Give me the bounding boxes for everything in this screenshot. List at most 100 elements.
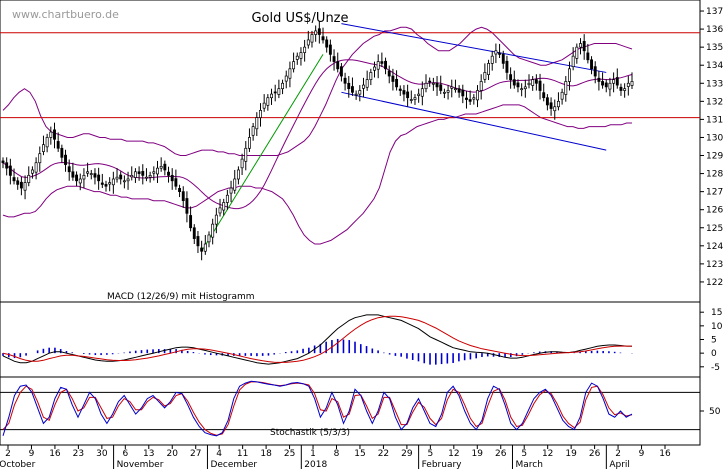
candle-body <box>380 61 384 64</box>
price-tick-label: 1360 <box>706 25 723 35</box>
stochastic-panel <box>0 380 700 437</box>
uptrend-line <box>201 54 324 252</box>
candle-body <box>501 54 505 64</box>
bollinger-bands <box>2 26 633 245</box>
candle-body <box>483 72 487 80</box>
candle-body <box>292 61 296 70</box>
candle-body <box>38 153 42 164</box>
date-tick-label: 9 <box>639 449 645 459</box>
macd-tick-label: 0 <box>711 349 717 359</box>
stoch-k-line <box>2 380 633 437</box>
date-tick-label: 5 <box>427 449 433 459</box>
candle-body <box>369 72 373 81</box>
month-label: November <box>117 460 164 469</box>
candle-body <box>97 174 101 182</box>
candle-body <box>23 182 27 191</box>
price-tick-label: 1260 <box>706 206 723 216</box>
date-tick-label: 4 <box>216 449 222 459</box>
candle-body <box>328 44 332 55</box>
candle-body <box>8 165 12 176</box>
candle-body <box>89 173 93 175</box>
price-tick-label: 1330 <box>706 79 723 89</box>
candle-body <box>560 91 564 100</box>
date-tick-label: 19 <box>565 449 577 459</box>
candle-body <box>549 102 553 109</box>
date-tick-label: 13 <box>143 449 154 459</box>
candle-body <box>398 88 402 91</box>
month-label: October <box>0 460 36 469</box>
candle-body <box>465 97 468 100</box>
candle-body <box>277 88 281 95</box>
date-tick-label: 2 <box>615 449 621 459</box>
date-tick-label: 2 <box>5 449 11 459</box>
candle-body <box>100 182 104 185</box>
macd-tick-label: 10 <box>711 322 723 332</box>
candle-body <box>568 68 571 82</box>
candle-body <box>148 175 152 178</box>
candle-body <box>332 56 336 62</box>
candle-body <box>174 178 178 187</box>
candle-body <box>409 99 413 101</box>
candle-body <box>402 90 406 95</box>
candle-body <box>630 81 634 86</box>
candle-body <box>453 88 457 91</box>
stochastic-axis: 50 <box>700 407 721 417</box>
candle-body <box>111 178 115 186</box>
candle-body <box>306 39 310 46</box>
candle-body <box>317 28 321 35</box>
candle-body <box>284 75 288 82</box>
price-tick-label: 1310 <box>706 115 723 125</box>
candle-body <box>487 63 490 75</box>
date-tick-label: 16 <box>659 449 671 459</box>
date-tick-label: 18 <box>260 449 272 459</box>
candle-body <box>5 162 9 169</box>
candle-body <box>520 88 524 91</box>
date-tick-label: 12 <box>542 449 553 459</box>
candle-body <box>575 46 579 59</box>
candle-body <box>303 46 307 53</box>
candle-body <box>512 79 516 86</box>
candle-body <box>534 79 538 84</box>
candle-body <box>406 91 410 99</box>
macd-axis: 15 10 5 0 -5 <box>700 308 723 373</box>
candle-body <box>556 100 560 108</box>
candle-body <box>490 55 494 64</box>
date-tick-label: 11 <box>237 449 248 459</box>
month-label: February <box>422 460 463 469</box>
price-tick-label: 1220 <box>706 278 723 288</box>
candle-body <box>262 102 266 109</box>
candle-body <box>295 55 299 60</box>
candle-body <box>571 55 575 68</box>
candle-body <box>266 97 270 106</box>
candle-body <box>240 158 244 169</box>
candle-body <box>615 77 619 86</box>
candle-body <box>137 171 141 174</box>
candle-body <box>251 126 255 136</box>
candle-body <box>321 36 325 41</box>
macd-signal-line <box>2 315 632 363</box>
candle-body <box>152 171 156 174</box>
candle-body <box>115 176 119 180</box>
candle-body <box>597 77 601 82</box>
candle-body <box>461 89 465 97</box>
candle-body <box>336 61 340 70</box>
candle-body <box>225 194 229 203</box>
price-tick-label: 1250 <box>706 224 723 234</box>
date-tick-label: 12 <box>448 449 459 459</box>
candle-body <box>181 191 185 202</box>
candle-body <box>56 141 60 149</box>
candle-body <box>365 79 369 88</box>
date-tick-label: 26 <box>589 449 601 459</box>
candle-body <box>19 181 23 189</box>
candle-body <box>608 82 612 90</box>
candle-body <box>156 167 159 175</box>
price-tick-label: 1350 <box>706 43 723 53</box>
candle-body <box>185 198 189 214</box>
candle-body <box>362 84 365 89</box>
candle-body <box>542 92 546 99</box>
month-label: March <box>515 460 542 469</box>
bollinger-upper-line <box>2 26 633 156</box>
candle-body <box>30 169 34 174</box>
candle-body <box>439 84 443 91</box>
candle-body <box>391 75 395 82</box>
